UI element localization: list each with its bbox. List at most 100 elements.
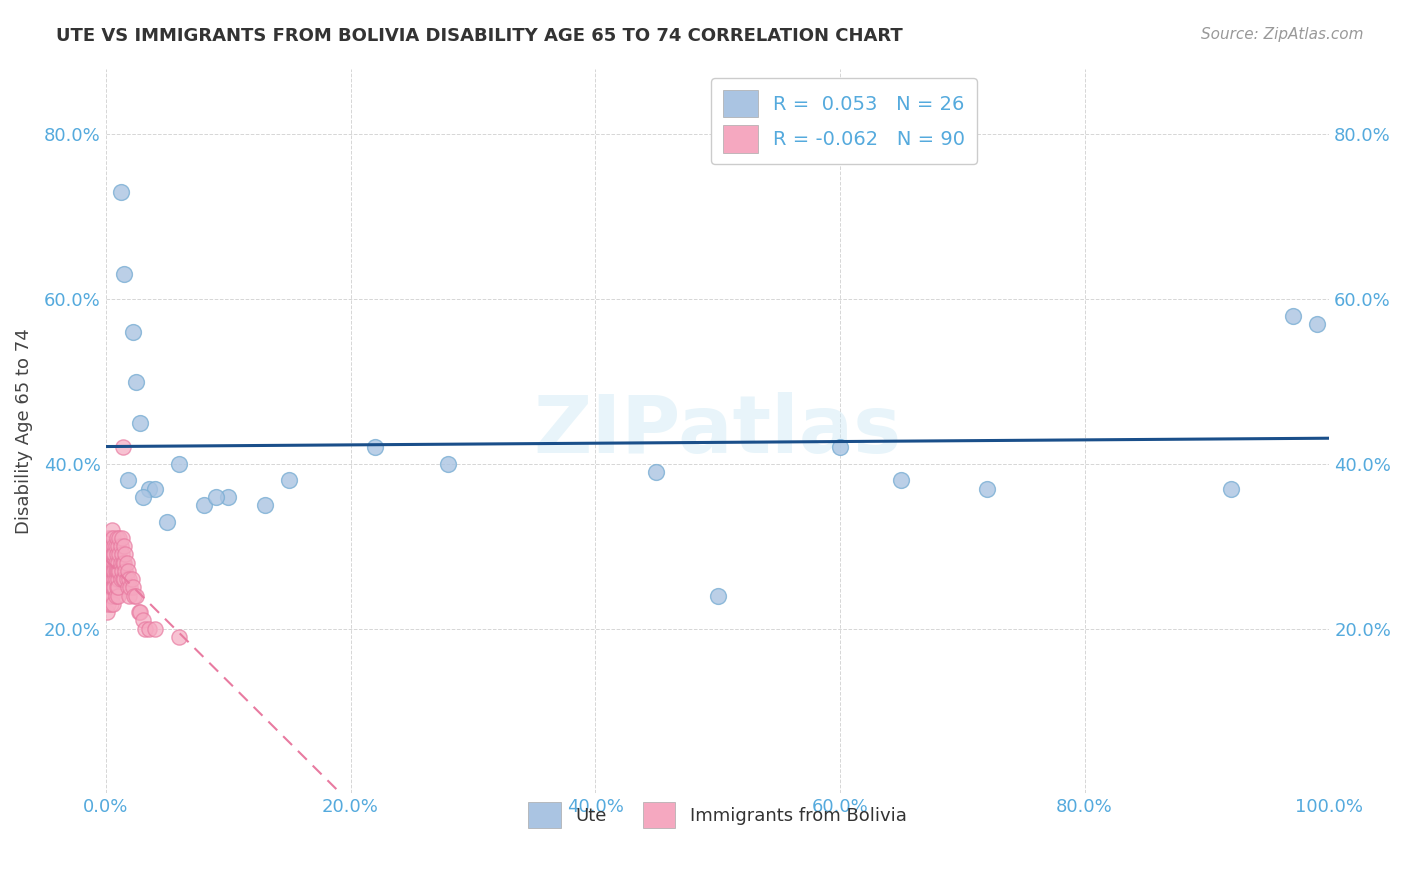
Point (128, 605, 150, 619)
Point (125, 589, 148, 603)
Point (167, 457, 190, 471)
Point (98, 539, 121, 553)
Point (117, 564, 139, 578)
Point (103, 572, 125, 586)
Point (205, 490, 228, 504)
Point (112, 572, 135, 586)
Point (111, 564, 134, 578)
Point (114, 548, 136, 562)
Point (110, 539, 132, 553)
Point (706, 589, 728, 603)
Point (278, 474, 301, 488)
Point (101, 564, 124, 578)
Point (1281, 309, 1303, 323)
Point (125, 375, 148, 389)
Point (98, 589, 121, 603)
Point (103, 597, 125, 611)
Point (100, 531, 122, 545)
Point (107, 572, 129, 586)
Point (101, 581, 124, 595)
Point (143, 622, 166, 636)
Text: ZIPatlas: ZIPatlas (533, 392, 901, 470)
Point (1220, 482, 1243, 496)
Point (100, 581, 122, 595)
Point (101, 523, 124, 537)
Text: Source: ZipAtlas.com: Source: ZipAtlas.com (1201, 27, 1364, 42)
Point (156, 515, 179, 529)
Point (107, 589, 129, 603)
Point (96, 539, 118, 553)
Point (138, 622, 160, 636)
Point (890, 474, 912, 488)
Point (364, 441, 387, 455)
Point (103, 531, 125, 545)
Point (104, 589, 127, 603)
Point (111, 548, 134, 562)
Point (253, 498, 276, 512)
Point (103, 581, 125, 595)
Point (96, 589, 118, 603)
Point (108, 531, 131, 545)
Y-axis label: Disability Age 65 to 74: Disability Age 65 to 74 (15, 328, 32, 533)
Point (121, 581, 143, 595)
Point (645, 465, 668, 479)
Point (97, 564, 120, 578)
Point (110, 572, 132, 586)
Point (143, 482, 166, 496)
Point (108, 564, 131, 578)
Point (112, 539, 135, 553)
Point (97, 548, 120, 562)
Point (96, 605, 118, 619)
Point (96, 556, 118, 570)
Point (134, 622, 156, 636)
Point (101, 556, 124, 570)
Point (828, 441, 851, 455)
Point (98, 564, 121, 578)
Point (107, 581, 129, 595)
Point (217, 490, 239, 504)
Point (98, 572, 121, 586)
Point (103, 548, 125, 562)
Point (96, 572, 118, 586)
Point (100, 564, 122, 578)
Point (105, 548, 128, 562)
Point (101, 589, 124, 603)
Point (129, 605, 152, 619)
Point (107, 539, 129, 553)
Point (105, 581, 128, 595)
Point (437, 457, 460, 471)
Point (976, 482, 998, 496)
Point (112, 268, 135, 282)
Point (105, 564, 128, 578)
Point (103, 564, 125, 578)
Point (107, 564, 129, 578)
Point (193, 498, 215, 512)
Point (104, 572, 127, 586)
Point (111, 531, 134, 545)
Point (107, 556, 129, 570)
Point (104, 556, 127, 570)
Text: UTE VS IMMIGRANTS FROM BOLIVIA DISABILITY AGE 65 TO 74 CORRELATION CHART: UTE VS IMMIGRANTS FROM BOLIVIA DISABILIT… (56, 27, 903, 45)
Point (97, 531, 120, 545)
Point (103, 539, 125, 553)
Point (112, 556, 135, 570)
Point (103, 564, 125, 578)
Point (97, 597, 120, 611)
Point (131, 490, 153, 504)
Point (114, 564, 136, 578)
Point (111, 441, 134, 455)
Point (167, 630, 190, 644)
Legend: Ute, Immigrants from Bolivia: Ute, Immigrants from Bolivia (522, 795, 914, 835)
Point (122, 589, 145, 603)
Point (98, 556, 121, 570)
Point (110, 556, 132, 570)
Point (104, 539, 127, 553)
Point (1306, 317, 1329, 331)
Point (104, 564, 127, 578)
Point (117, 474, 139, 488)
Point (100, 548, 122, 562)
Point (98, 581, 121, 595)
Point (120, 581, 142, 595)
Point (105, 531, 128, 545)
Point (138, 482, 160, 496)
